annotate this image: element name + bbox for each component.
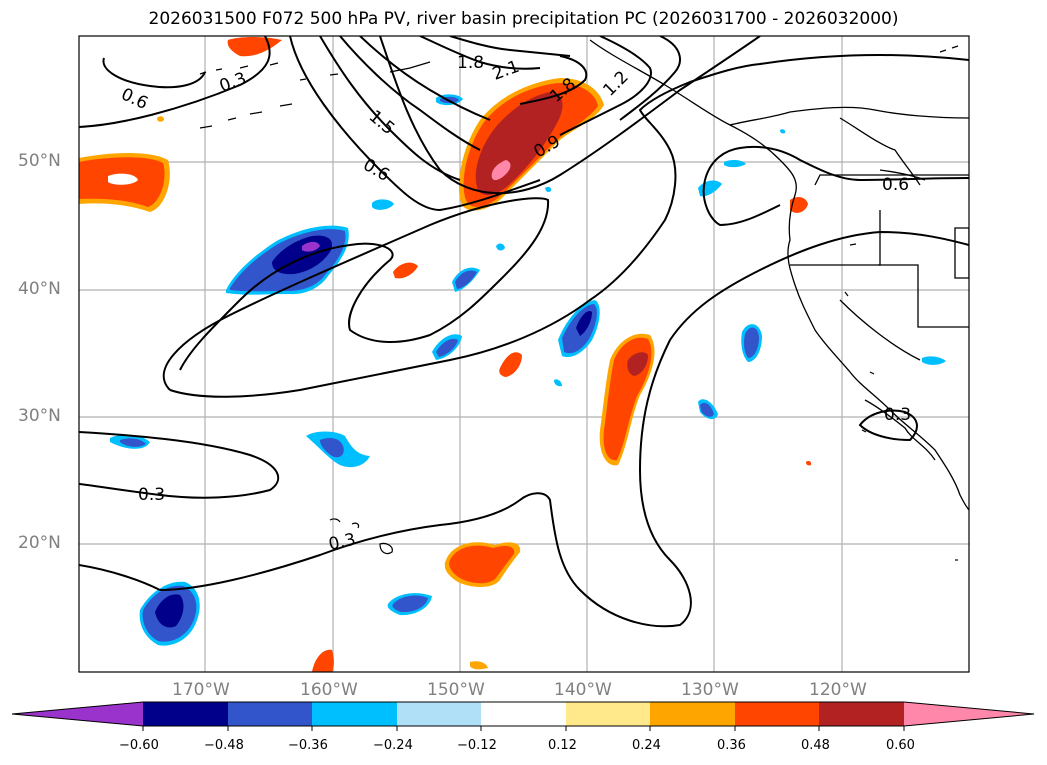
colorbar-tick-label: 0.36: [717, 738, 746, 753]
lat-label-40n: 40°N: [18, 279, 61, 299]
colorbar-segment: [904, 702, 1034, 726]
colorbar-segment: [735, 702, 819, 726]
colorbar-tick-label: −0.36: [288, 738, 328, 753]
colorbar-segment: [143, 702, 228, 726]
north-america-coast: [779, 159, 969, 511]
contour-0.3-subtropics: [79, 431, 280, 499]
hawaiian-islands: [329, 518, 393, 555]
pv-contours: [79, 36, 969, 628]
lon-label-160w: 160°W: [300, 680, 358, 700]
colorbar-segment: [12, 702, 143, 726]
contour-0.3-north: [79, 36, 271, 128]
colorbar-tick-label: 0.48: [801, 738, 830, 753]
lon-label-140w: 140°W: [554, 680, 612, 700]
colorbar-segment: [481, 702, 566, 726]
colorbar-tick-label: −0.48: [204, 738, 244, 753]
colorbar-segment: [228, 702, 312, 726]
colorbar-tick-label: −0.24: [373, 738, 413, 753]
colorbar-segment: [397, 702, 481, 726]
islands: [199, 45, 959, 561]
lat-label-50n: 50°N: [18, 151, 61, 171]
contour-label: 0.3: [138, 485, 165, 505]
lon-label-150w: 150°W: [427, 680, 485, 700]
map-border: [78, 35, 970, 673]
colorbar-segment: [312, 702, 397, 726]
colorbar-segment: [650, 702, 735, 726]
contour-0.6-broad: [162, 197, 550, 391]
lon-label-130w: 130°W: [681, 680, 739, 700]
lon-label-120w: 120°W: [809, 680, 867, 700]
contour-1.8-core: [519, 55, 588, 105]
colorbar-tick-label: 0.24: [632, 738, 661, 753]
colorbar-segment: [566, 702, 650, 726]
lat-label-20n: 20°N: [18, 533, 61, 553]
colorbar: [11, 701, 1035, 731]
positive-anomaly-areas: [79, 37, 812, 672]
lon-label-170w: 170°W: [172, 680, 230, 700]
colorbar-segment: [819, 702, 904, 726]
lat-label-30n: 30°N: [18, 406, 61, 426]
contour-label: 0.6: [882, 175, 909, 195]
colorbar-tick-label: 0.60: [886, 738, 915, 753]
coastlines: [589, 39, 969, 511]
contour-label: 1.8: [457, 53, 484, 73]
contour-label: 0.3: [884, 405, 911, 425]
map-title: 2026031500 F072 500 hPa PV, river basin …: [148, 9, 899, 29]
colorbar-tick-label: −0.12: [457, 738, 497, 753]
colorbar-tick-label: 0.12: [548, 738, 577, 753]
colorbar-tick-label: −0.60: [119, 738, 159, 753]
